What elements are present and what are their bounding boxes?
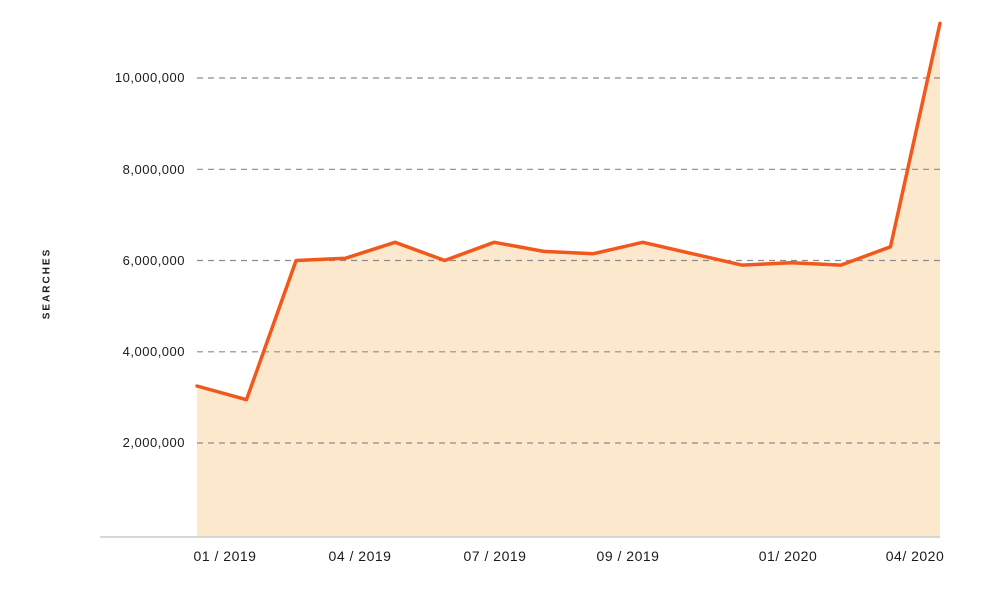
y-tick-label-6m: 6,000,000: [122, 253, 185, 268]
x-tick-label-jul2019: 07 / 2019: [463, 548, 527, 564]
y-tick-label-4m: 4,000,000: [122, 344, 185, 359]
x-tick-label-apr2019: 04 / 2019: [328, 548, 392, 564]
y-tick-label-10m: 10,000,000: [114, 70, 185, 85]
x-tick-label-jan2019: 01 / 2019: [193, 548, 257, 564]
y-tick-label-8m: 8,000,000: [122, 162, 185, 177]
x-tick-label-jan2020: 01/ 2020: [758, 548, 818, 564]
y-axis-title: SEARCHES: [41, 247, 53, 320]
y-tick-label-2m: 2,000,000: [122, 435, 185, 450]
x-tick-label-sep2019: 09 / 2019: [596, 548, 660, 564]
x-tick-label-apr2020: 04/ 2020: [885, 548, 945, 564]
